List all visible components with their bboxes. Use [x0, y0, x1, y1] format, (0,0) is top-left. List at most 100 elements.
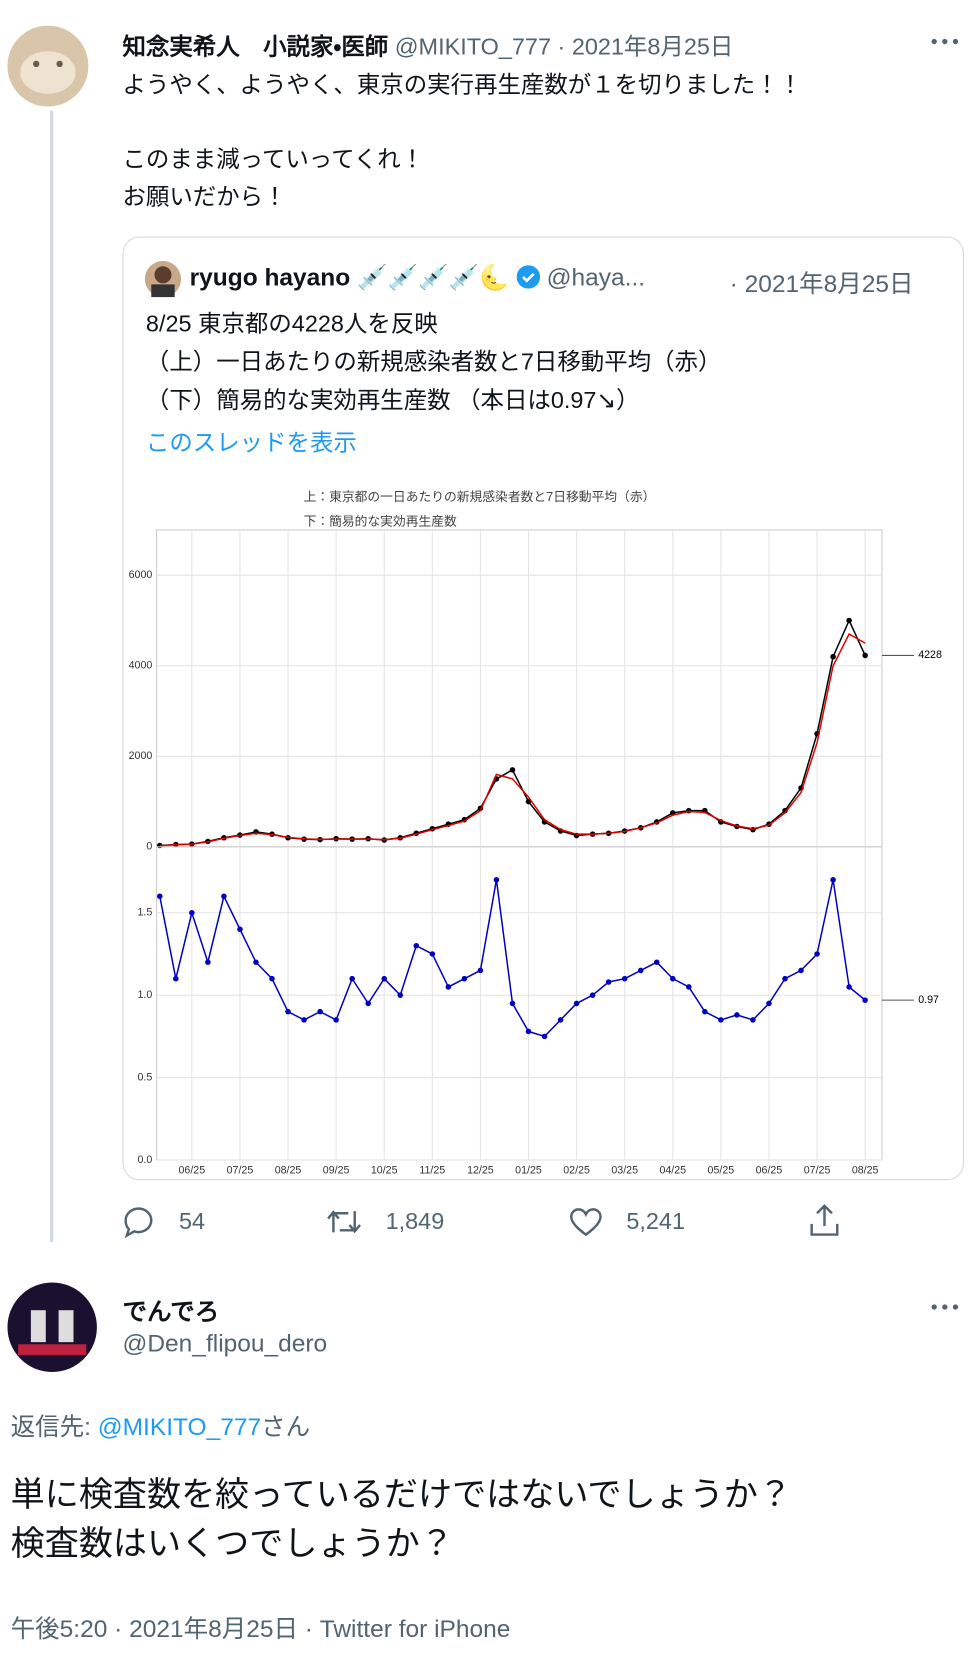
reply-icon[interactable]	[121, 1205, 155, 1239]
data-point	[189, 909, 195, 916]
text-line: 8/25 東京都の4228人を反映	[145, 309, 438, 337]
data-point	[525, 1028, 532, 1035]
reply-count: 54	[178, 1207, 206, 1235]
data-point	[605, 979, 612, 985]
tweet-header: 知念実希人 小説家・医師 @MIKITO_777 · 2021年8月25日	[122, 28, 733, 62]
chart-background	[127, 474, 959, 1175]
reply-text: 単に検査数を絞っているだけではないでしょうか？ 検査数はいくつでしょうか？	[11, 1470, 792, 1568]
data-point	[477, 967, 484, 974]
chart-image: 上：東京都の一日あたりの新規感染者数と7日移動平均（赤） 下：簡易的な実効再生産数…	[127, 474, 959, 1176]
more-menu[interactable]	[929, 1302, 961, 1313]
share-icon[interactable]	[807, 1203, 841, 1239]
like-icon[interactable]	[568, 1206, 604, 1238]
x-tick-label: 01/25	[515, 1164, 542, 1176]
date[interactable]: · 2021年8月25日	[729, 269, 914, 298]
data-point	[333, 1017, 339, 1023]
data-point	[493, 877, 500, 883]
y-tick-label: 2000	[129, 750, 153, 762]
data-point	[205, 959, 211, 965]
data-point	[173, 975, 179, 982]
data-point	[686, 984, 692, 990]
more-menu[interactable]	[929, 36, 961, 47]
data-point	[365, 1000, 371, 1007]
end-label: 4228	[918, 649, 942, 661]
x-tick-label: 08/25	[275, 1164, 302, 1176]
reply-to-label: 返信先:	[10, 1412, 98, 1441]
show-thread-link[interactable]: このスレッドを表示	[145, 429, 357, 456]
data-point	[413, 942, 420, 949]
data-point	[621, 975, 628, 982]
x-tick-label: 04/25	[659, 1164, 686, 1176]
data-point	[846, 617, 852, 624]
data-point	[509, 1000, 516, 1007]
avatar[interactable]	[7, 25, 89, 107]
avatar[interactable]	[7, 1282, 97, 1372]
retweet-icon[interactable]	[325, 1205, 363, 1239]
emoji: 💉💉💉💉🌜	[357, 263, 510, 291]
handle[interactable]: @haya...	[546, 263, 646, 291]
handle[interactable]: @Den_flipou_dero	[122, 1329, 328, 1358]
data-point	[573, 1000, 580, 1007]
text-line: お願いだから！	[122, 183, 287, 210]
data-point	[766, 1000, 772, 1007]
text-line: 単に検査数を絞っているだけではないでしょうか？	[10, 1475, 792, 1514]
data-point	[541, 1033, 548, 1040]
author-name[interactable]: ryugo hayano	[189, 263, 351, 291]
data-point	[750, 1017, 756, 1023]
data-point	[221, 893, 227, 900]
series-line	[159, 633, 866, 847]
y-tick-label: 4000	[129, 660, 153, 672]
x-tick-label: 09/25	[323, 1164, 350, 1176]
chart-title: 上：東京都の一日あたりの新規感染者数と7日移動平均（赤）	[304, 489, 656, 504]
text-line: ようやく、ようやく、東京の実行再生産数が１を切りました！！	[122, 71, 803, 98]
author-name[interactable]: でんでろ	[122, 1297, 220, 1326]
data-point	[461, 975, 468, 982]
chart-title: 下：簡易的な実効再生産数	[304, 513, 457, 528]
x-tick-label: 02/25	[563, 1164, 590, 1176]
reply-to-suffix: さん	[261, 1412, 311, 1441]
data-point	[509, 767, 516, 773]
text-line: （上）一日あたりの新規感染者数と7日移動平均（赤）	[145, 348, 722, 375]
data-point	[782, 975, 788, 982]
like-count: 5,241	[626, 1207, 685, 1235]
data-point	[670, 975, 676, 982]
end-label: 0.97	[918, 994, 939, 1006]
x-tick-label: 10/25	[371, 1164, 398, 1176]
data-point	[862, 997, 868, 1003]
data-point	[814, 951, 820, 957]
reply-to-handle[interactable]: @MIKITO_777	[97, 1412, 262, 1441]
x-tick-label: 06/25	[179, 1164, 206, 1176]
thread-line	[50, 110, 54, 1243]
data-point	[830, 653, 836, 660]
text-line: このまま減っていってくれ！	[122, 145, 425, 173]
y-tick-label: 0.5	[138, 1071, 153, 1083]
data-point	[317, 1008, 323, 1015]
reply-to: 返信先: @MIKITO_777さん	[11, 1406, 310, 1442]
quoted-tweet[interactable]	[122, 236, 965, 1181]
data-point	[830, 877, 836, 883]
text-line: （下）簡易的な実効再生産数 （本日は0.97↘）	[145, 386, 640, 414]
data-point	[798, 967, 804, 974]
data-point	[862, 652, 868, 659]
y-tick-label: 0.0	[138, 1154, 153, 1166]
quoted-text: 8/25 東京都の4228人を反映 （上）一日あたりの新規感染者数と7日移動平均…	[146, 305, 721, 420]
quoted-header: ryugo hayano 💉💉💉💉🌜 @haya...	[190, 263, 645, 292]
handle[interactable]: @MIKITO_777	[394, 33, 551, 60]
y-tick-label: 0	[146, 841, 152, 853]
data-point	[397, 992, 404, 998]
quoted-avatar[interactable]	[144, 260, 182, 298]
x-tick-label: 07/25	[804, 1164, 831, 1176]
data-point	[637, 967, 644, 974]
x-tick-label: 07/25	[227, 1164, 254, 1176]
data-point	[429, 951, 436, 957]
data-point	[589, 992, 596, 998]
date[interactable]: · 2021年8月25日	[557, 33, 734, 60]
data-point	[557, 1017, 564, 1023]
data-point	[653, 959, 660, 965]
data-point	[846, 984, 852, 990]
y-tick-label: 6000	[129, 569, 153, 581]
data-point	[349, 975, 355, 982]
author-name[interactable]: 知念実希人 小説家・医師	[122, 33, 389, 60]
x-tick-label: 08/25	[852, 1164, 879, 1176]
